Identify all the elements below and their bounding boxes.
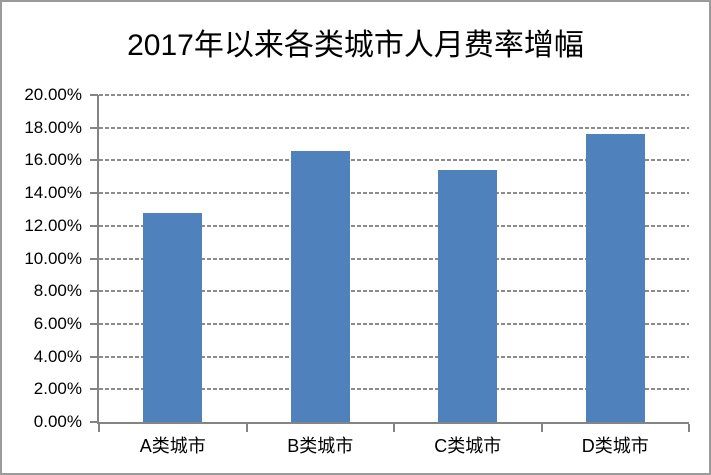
y-axis-tick — [90, 322, 98, 325]
y-axis-label: 16.00% — [24, 150, 82, 170]
y-axis-label: 10.00% — [24, 248, 82, 268]
y-axis-label: 18.00% — [24, 117, 82, 137]
x-axis-label: B类城市 — [287, 436, 354, 456]
y-axis-tick — [90, 355, 98, 358]
gridline — [99, 94, 689, 96]
y-axis-tick — [90, 126, 98, 129]
y-axis-label: 8.00% — [33, 281, 82, 301]
x-axis-label: D类城市 — [581, 436, 649, 456]
y-axis-tick — [90, 290, 98, 293]
x-axis — [97, 422, 689, 424]
gridline — [99, 159, 689, 162]
bar-B类城市 — [290, 150, 350, 422]
y-axis-tick — [90, 421, 98, 423]
y-axis-tick — [90, 94, 98, 96]
y-axis-tick — [90, 257, 98, 260]
x-axis-label: A类城市 — [139, 436, 206, 456]
y-axis-tick — [90, 159, 98, 162]
gridline — [99, 257, 689, 260]
gridline — [99, 355, 689, 358]
y-axis-tick — [90, 192, 98, 195]
gridline — [99, 192, 689, 195]
bar-D类城市 — [585, 134, 645, 422]
y-axis-label: 12.00% — [24, 215, 82, 235]
y-axis — [97, 95, 99, 424]
gridline — [99, 224, 689, 227]
x-axis-tick — [540, 424, 543, 432]
y-axis-label: 14.00% — [24, 183, 82, 203]
y-axis-label: 4.00% — [33, 346, 82, 366]
y-axis-label: 6.00% — [33, 313, 82, 333]
x-axis-tick — [245, 424, 248, 432]
y-axis-label: 0.00% — [33, 412, 82, 431]
bar-A类城市 — [143, 212, 203, 422]
bar-C类城市 — [438, 170, 498, 422]
y-axis-tick — [90, 388, 98, 391]
gridline — [99, 126, 689, 129]
y-axis-label: 2.00% — [33, 379, 82, 399]
x-axis-tick — [393, 424, 395, 432]
gridline — [99, 290, 689, 293]
x-axis-label: C类城市 — [434, 436, 502, 456]
y-axis-label: 20.00% — [24, 85, 82, 104]
gridline — [99, 322, 689, 325]
chart-title: 2017年以来各类城市人月费率增幅 — [127, 29, 584, 62]
y-axis-tick — [90, 224, 98, 227]
x-axis-tick — [98, 424, 100, 432]
gridline — [99, 388, 689, 391]
x-axis-tick — [688, 424, 690, 432]
